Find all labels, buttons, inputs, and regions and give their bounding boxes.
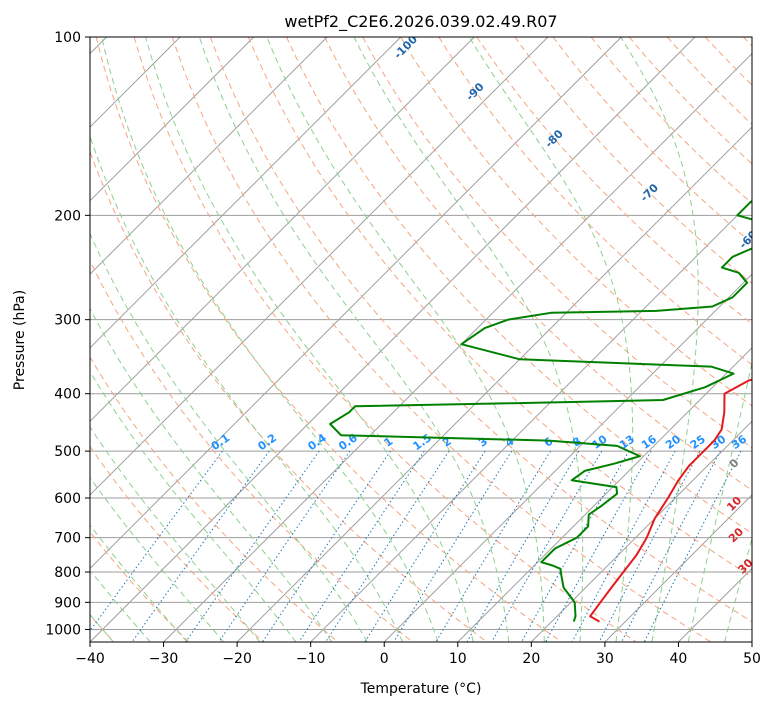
isotherm-line xyxy=(90,37,696,642)
y-axis-label: Pressure (hPa) xyxy=(12,290,28,390)
y-tick-label: 900 xyxy=(54,595,81,611)
temperature-profile-line xyxy=(589,378,752,623)
moist-adiabat-line xyxy=(101,37,439,642)
x-tick-label: 50 xyxy=(743,651,761,667)
isotherm-line xyxy=(604,494,752,642)
plot-frame xyxy=(89,36,753,643)
x-tick-label: 20 xyxy=(522,651,540,667)
dewpoint-profile-line xyxy=(329,199,752,622)
dry-adiabat-line xyxy=(362,37,752,449)
moist-adiabat-line xyxy=(90,524,188,642)
x-tick-label: −40 xyxy=(75,651,105,667)
moist-adiabat-line xyxy=(145,37,474,642)
axes: −40 −30 −20 −10 0 10 20 30 40 50 100 200 300 400 500 60… xyxy=(45,30,761,667)
series-layer xyxy=(329,199,752,623)
chart-title: wetPf2_C2E6.2026.039.02.49.R07 xyxy=(284,12,557,32)
dry-adiabat-line xyxy=(590,37,752,204)
moist-adiabat-line xyxy=(620,37,699,642)
mixing-ratio-line xyxy=(131,450,270,642)
mixing-ratio-line xyxy=(185,450,320,642)
mixing-ratio-line xyxy=(621,450,721,642)
dry-adiabat-line xyxy=(400,37,752,407)
moist-adiabat-line xyxy=(90,569,151,642)
x-tick-label: 40 xyxy=(670,651,688,667)
dry-adiabat-line xyxy=(90,259,413,642)
dry-adiabat-line xyxy=(95,37,562,642)
moist-adiabat-line xyxy=(353,37,584,642)
isotherm-line xyxy=(90,37,475,423)
mixing-ratio-line xyxy=(545,450,652,642)
dry-adiabat-line xyxy=(90,356,339,642)
isotherm-line xyxy=(90,37,255,202)
plot-area xyxy=(90,37,752,642)
mixing-ratio-line xyxy=(364,450,486,642)
moist-adiabat-line xyxy=(687,360,752,642)
dry-adiabat-line xyxy=(286,37,752,534)
moist-adiabat-line xyxy=(90,307,333,642)
dry-adiabat-line xyxy=(438,37,752,366)
moist-adiabat-line xyxy=(90,232,368,642)
grid-layer xyxy=(90,37,752,642)
background-lines xyxy=(90,37,775,642)
dry-adiabat-line xyxy=(171,37,712,642)
dry-adiabat-line xyxy=(552,37,752,244)
isotherm-line xyxy=(163,52,752,642)
isotherm-line xyxy=(90,37,328,275)
moist-adiabat-line xyxy=(724,536,752,642)
y-tick-label: 1000 xyxy=(45,622,81,638)
isotherm-line xyxy=(90,37,402,349)
y-tick-label: 500 xyxy=(54,444,81,460)
moist-adiabat-line xyxy=(266,37,545,642)
moist-adiabat-line xyxy=(90,426,261,642)
x-tick-label: 30 xyxy=(596,651,614,667)
moist-adiabat-label: 40 xyxy=(754,585,774,605)
moist-adiabat-line xyxy=(90,476,224,642)
dry-adiabat-line xyxy=(324,37,752,491)
mixing-ratio-line xyxy=(466,450,580,642)
mixing-ratio-line xyxy=(393,450,513,642)
x-tick-label: −30 xyxy=(149,651,179,667)
isotherm-line xyxy=(530,420,752,642)
x-tick-label: 0 xyxy=(380,651,389,667)
moist-adiabat-line xyxy=(90,134,404,642)
dry-adiabat-line xyxy=(209,37,752,623)
x-tick-label: −20 xyxy=(222,651,252,667)
isotherm-line xyxy=(751,641,752,642)
x-axis-label: Temperature (°C) xyxy=(360,681,482,697)
x-tick-label: −10 xyxy=(296,651,326,667)
dry-adiabat-line xyxy=(133,37,637,642)
dry-adiabat-line xyxy=(90,445,264,642)
moist-adiabat-line xyxy=(761,37,775,642)
dry-adiabat-line xyxy=(247,37,752,578)
y-tick-label: 800 xyxy=(54,565,81,581)
y-tick-label: 400 xyxy=(54,387,81,403)
moist-adiabat-line xyxy=(198,37,510,642)
mixing-ratio-line xyxy=(598,450,701,642)
mixing-ratio-line xyxy=(435,450,551,642)
isotherm-line xyxy=(236,126,752,642)
x-tick-label: 10 xyxy=(449,651,467,667)
y-tick-label: 700 xyxy=(54,531,81,547)
y-tick-label: 600 xyxy=(54,491,81,507)
moist-adiabat-line xyxy=(90,370,297,642)
isotherm-line xyxy=(90,37,549,496)
isotherm-line xyxy=(457,347,752,642)
mixing-ratio-line xyxy=(521,450,630,642)
mixing-ratio-line xyxy=(218,450,351,642)
isotherm-line xyxy=(383,273,752,642)
y-tick-label: 100 xyxy=(54,30,81,46)
y-tick-label: 300 xyxy=(54,313,81,329)
isotherm-line xyxy=(90,37,622,570)
y-tick-label: 200 xyxy=(54,208,81,224)
mixing-ratio-line xyxy=(571,450,676,642)
